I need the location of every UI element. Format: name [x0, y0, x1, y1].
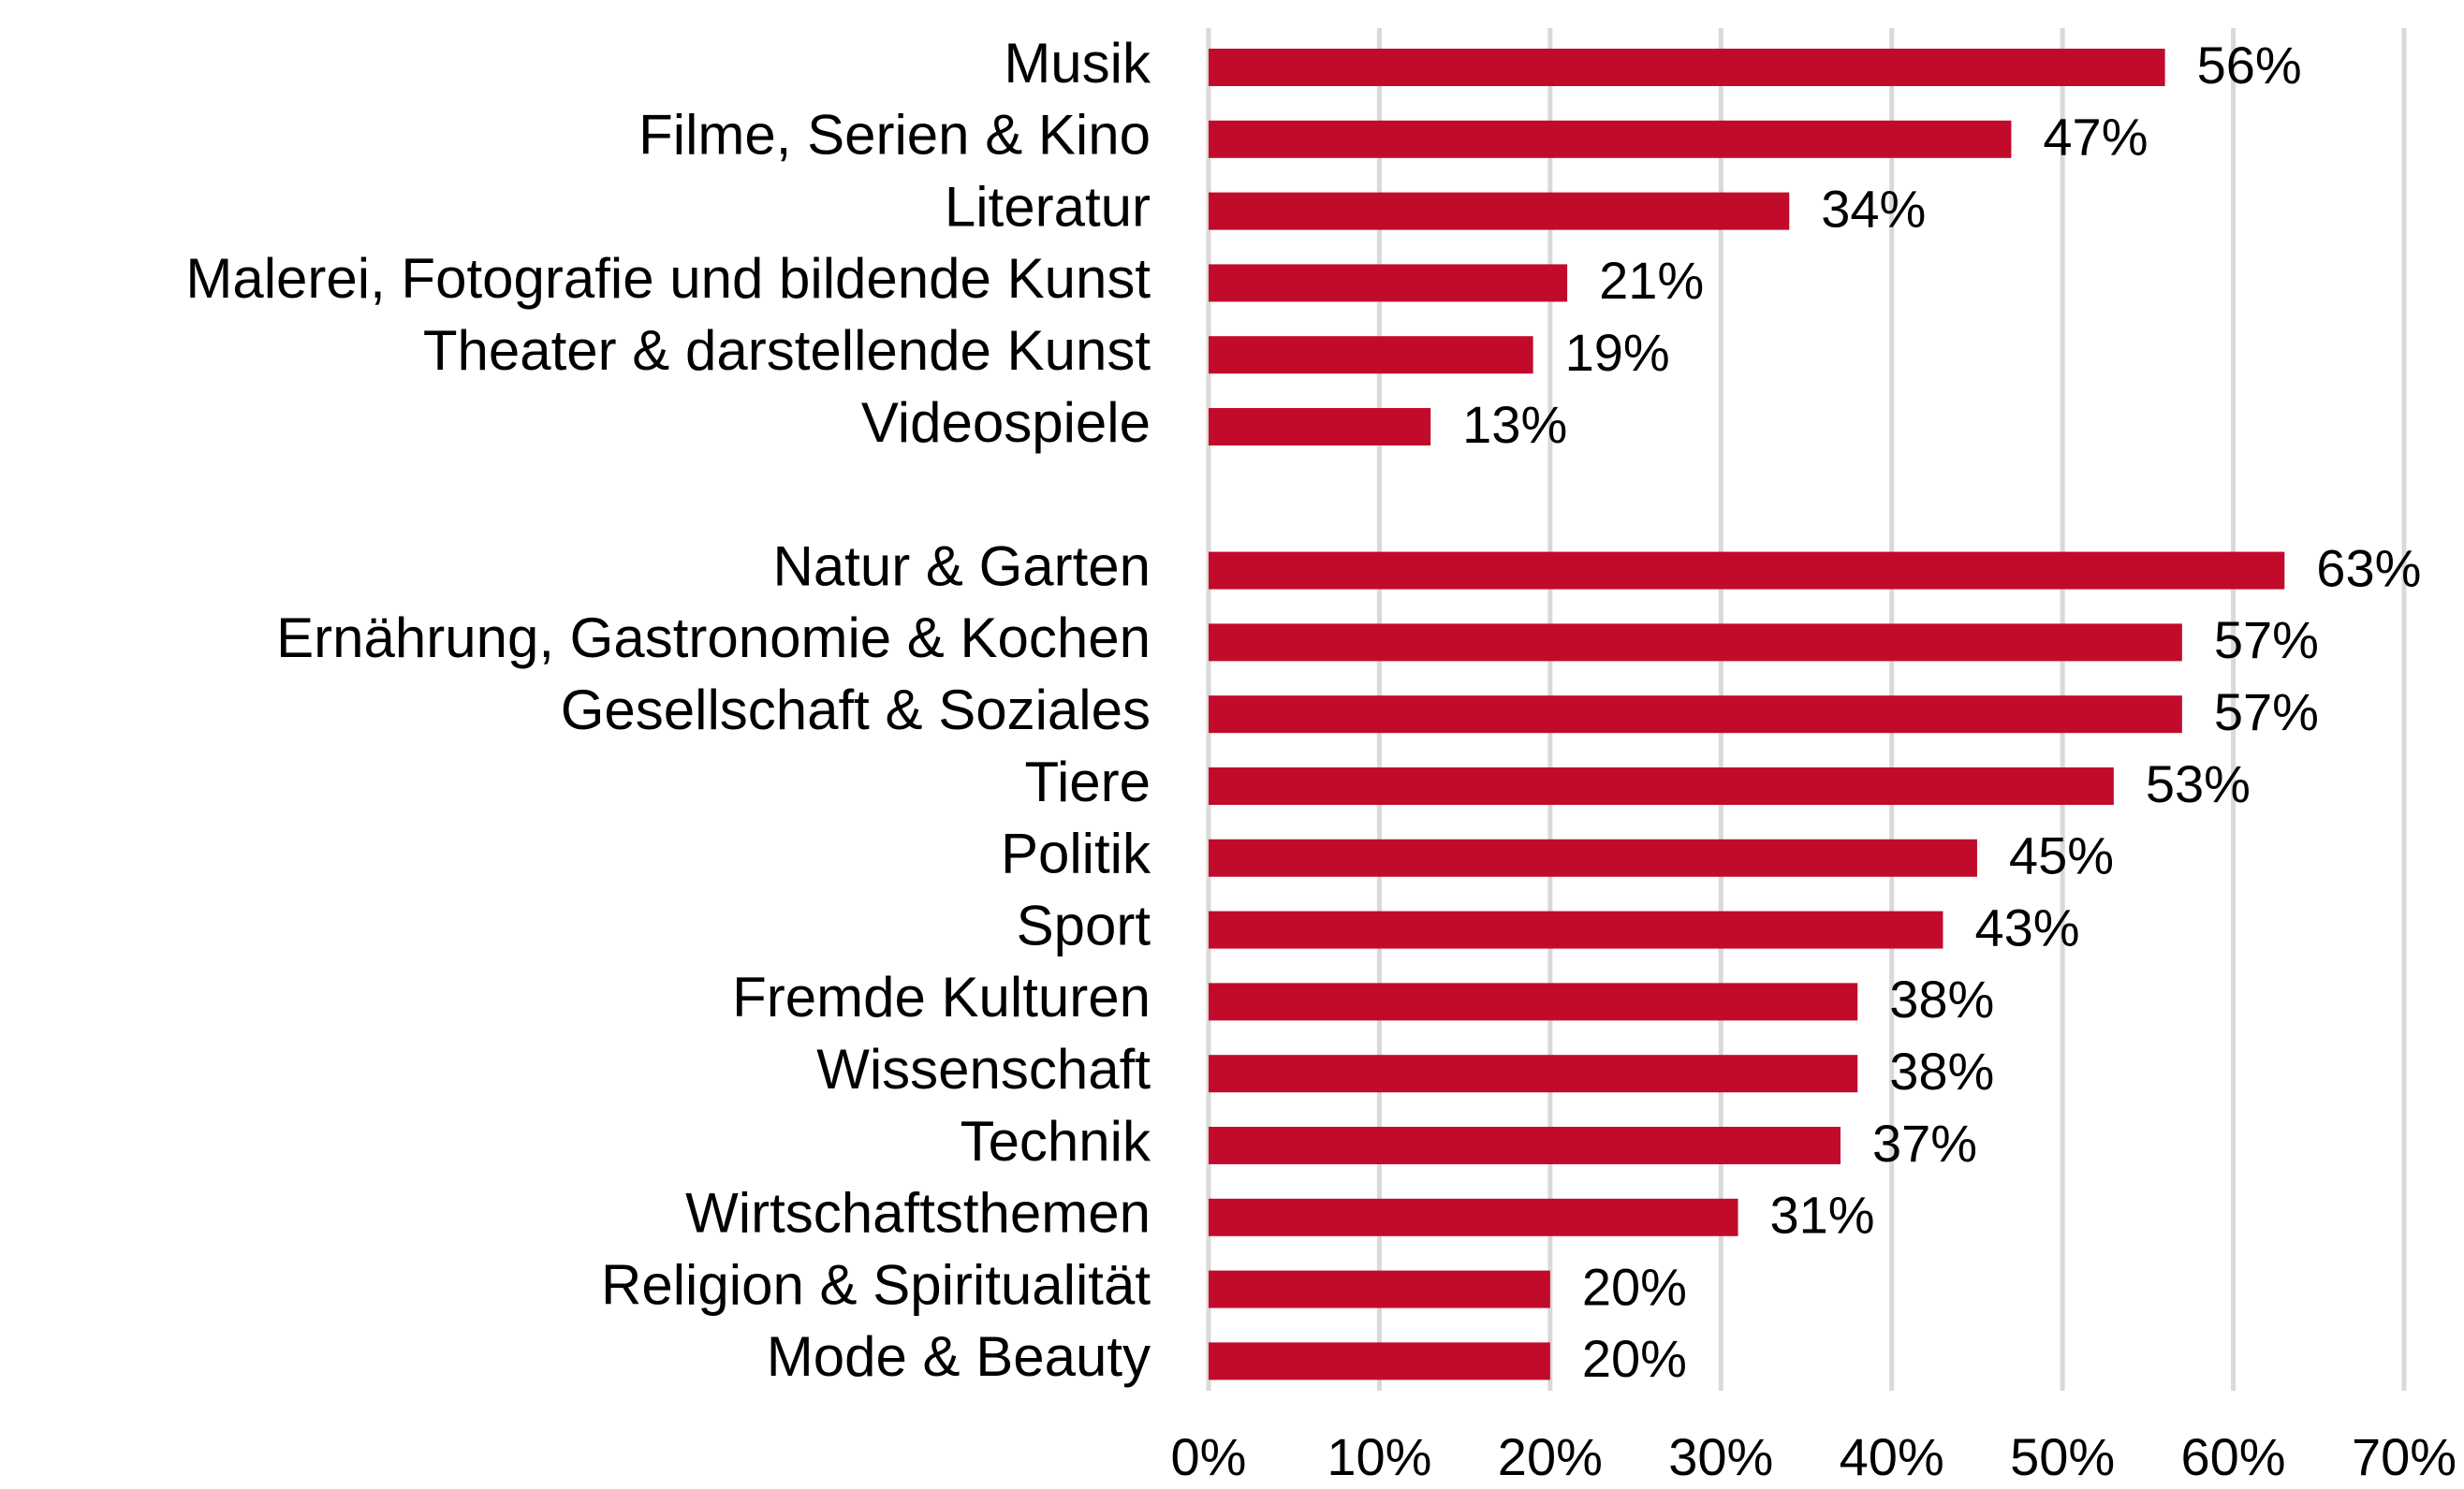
- bar: [1209, 336, 1533, 374]
- value-label: 47%: [2043, 108, 2148, 167]
- category-label: Wirtschaftsthemen: [685, 1182, 1151, 1245]
- category-label: Mode & Beauty: [767, 1325, 1151, 1388]
- category-label: Musik: [1004, 32, 1151, 95]
- bar: [1209, 623, 2182, 662]
- value-label: 53%: [2146, 754, 2251, 813]
- category-label: Sport: [1017, 894, 1151, 956]
- category-label: Malerei, Fotografie und bildende Kunst: [185, 247, 1151, 310]
- bar: [1209, 1342, 1550, 1380]
- value-label: 57%: [2214, 610, 2319, 669]
- bar: [1209, 551, 2285, 590]
- value-label: 13%: [1462, 395, 1567, 454]
- category-label: Literatur: [945, 175, 1151, 238]
- value-label: 38%: [1889, 1042, 1994, 1101]
- bar: [1209, 192, 1790, 230]
- bar: [1209, 120, 2012, 158]
- value-label: 34%: [1821, 179, 1926, 238]
- category-label: Technik: [961, 1110, 1151, 1173]
- bar: [1209, 839, 1977, 877]
- bar: [1209, 49, 2165, 86]
- category-label: Ernährung, Gastronomie & Kochen: [276, 606, 1151, 669]
- category-label: Natur & Garten: [772, 534, 1151, 597]
- value-label: 43%: [1974, 898, 2079, 956]
- bar: [1209, 767, 2114, 805]
- x-tick-label: 30%: [1668, 1427, 1773, 1486]
- value-label: 31%: [1770, 1186, 1875, 1245]
- bar: [1209, 1270, 1550, 1308]
- value-label: 21%: [1599, 251, 1704, 310]
- value-label: 38%: [1889, 970, 1994, 1029]
- bar: [1209, 695, 2182, 734]
- bar: [1209, 911, 1943, 949]
- bar: [1209, 1055, 1858, 1093]
- bar: [1209, 1127, 1841, 1164]
- x-tick-label: 10%: [1327, 1427, 1431, 1486]
- value-label: 56%: [2197, 36, 2302, 95]
- bar: [1209, 408, 1431, 445]
- category-label: Wissenschaft: [816, 1038, 1151, 1101]
- bar: [1209, 1198, 1738, 1236]
- value-label: 19%: [1565, 323, 1670, 382]
- value-label: 57%: [2214, 682, 2319, 741]
- category-label: Filme, Serien & Kino: [638, 104, 1151, 167]
- x-tick-label: 20%: [1498, 1427, 1603, 1486]
- bar: [1209, 983, 1858, 1021]
- category-label: Politik: [1001, 823, 1151, 885]
- x-tick-label: 50%: [2010, 1427, 2115, 1486]
- bar: [1209, 264, 1568, 302]
- category-label: Theater & darstellende Kunst: [423, 319, 1151, 382]
- value-label: 20%: [1582, 1257, 1687, 1316]
- x-tick-label: 60%: [2181, 1427, 2286, 1486]
- category-label: Religion & Spiritualität: [601, 1253, 1151, 1316]
- x-tick-label: 0%: [1171, 1427, 1247, 1486]
- x-tick-label: 40%: [1840, 1427, 1944, 1486]
- value-label: 20%: [1582, 1329, 1687, 1388]
- x-tick-label: 70%: [2352, 1427, 2457, 1486]
- value-label: 37%: [1872, 1114, 1977, 1173]
- category-label: Fremde Kulturen: [732, 966, 1151, 1029]
- category-label: Videospiele: [861, 391, 1151, 454]
- category-label: Tiere: [1025, 751, 1151, 813]
- value-label: 63%: [2316, 538, 2421, 597]
- value-label: 45%: [2009, 826, 2114, 885]
- category-label: Gesellschaft & Soziales: [561, 679, 1151, 741]
